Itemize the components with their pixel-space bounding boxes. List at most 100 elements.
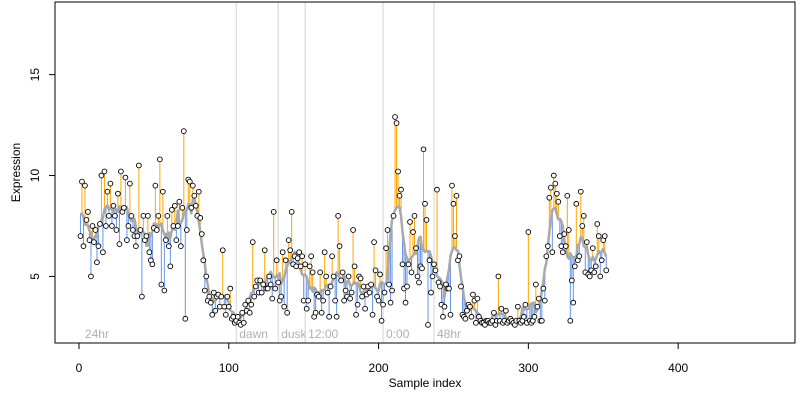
data-point [350,227,356,233]
data-point [372,267,379,274]
data-point [269,295,276,302]
data-point [515,303,521,310]
data-point [284,309,291,316]
data-point [386,281,392,288]
data-point [91,239,97,245]
data-point [366,289,373,296]
data-point [546,194,553,201]
data-point [158,281,165,288]
data-point [589,245,596,252]
data-point [522,301,529,308]
data-point [576,253,583,260]
data-point [498,305,505,312]
data-point [122,174,129,181]
data-point [342,287,349,294]
data-point [104,188,111,195]
data-point [440,313,446,320]
data-point [327,283,334,290]
y-axis: 5 10 15 [28,68,56,280]
data-point [167,263,174,270]
data-point [573,200,580,207]
data-point [468,313,475,320]
data-point [79,178,85,185]
data-point [116,241,123,247]
data-point [279,249,286,256]
x-tick-label: 0 [76,361,83,375]
data-point [544,243,551,249]
data-point [348,289,355,296]
data-point [89,223,96,229]
data-point [425,321,431,328]
data-point [540,285,547,292]
data-point [305,297,312,304]
data-point [570,299,577,306]
data-point [266,273,273,280]
data-point [491,309,497,316]
data-point [429,273,436,280]
data-point [495,273,502,280]
data-point [258,289,265,296]
data-point [227,285,234,292]
phase-label: 12:00 [308,327,338,341]
data-points [77,114,610,328]
data-point [197,215,204,221]
data-point [594,221,601,227]
data-point [592,263,599,270]
data-point [299,253,306,260]
data-point [171,202,178,209]
data-point [270,208,277,215]
data-point [414,273,421,280]
data-point [597,273,604,280]
data-point [248,301,255,308]
data-point [381,289,388,296]
data-point [146,249,153,256]
data-point [317,269,323,276]
data-point [568,277,575,284]
data-point [426,257,433,264]
data-point [245,297,252,304]
data-point [434,186,440,193]
data-point [330,273,337,280]
data-point [249,239,256,245]
data-point [413,245,419,252]
data-point [198,231,205,237]
data-point [462,315,469,322]
data-point [101,168,108,175]
data-point [369,311,376,318]
data-point [195,188,202,195]
data-point [390,213,397,219]
data-point [378,317,385,324]
data-point [164,213,171,219]
data-point [564,192,571,199]
data-point [553,190,560,197]
data-point [136,162,142,169]
data-point [384,227,391,233]
phase-markers: 24hr dawn dusk 12:00 0:00 48hr [85,2,461,343]
data-point [207,299,214,306]
y-axis-title: Expression [9,143,23,202]
data-point [224,293,231,300]
data-point [154,227,160,233]
data-point [206,293,213,300]
data-point [308,253,315,260]
data-point [580,213,587,219]
x-axis-title: Sample index [389,376,462,390]
data-point [77,233,84,239]
data-point [423,217,430,223]
data-point [124,237,130,243]
data-point [416,279,422,286]
data-point [121,204,127,211]
data-point [160,188,166,195]
y-tick-label: 5 [28,273,42,280]
data-point [437,283,443,290]
data-point [595,233,602,239]
data-point [410,229,416,235]
data-point [541,297,548,304]
data-point [155,213,162,219]
x-tick-label: 200 [369,361,389,375]
data-point [275,279,282,286]
data-point [383,245,389,252]
data-point [601,233,608,239]
data-point [125,223,132,229]
data-point [591,269,598,276]
